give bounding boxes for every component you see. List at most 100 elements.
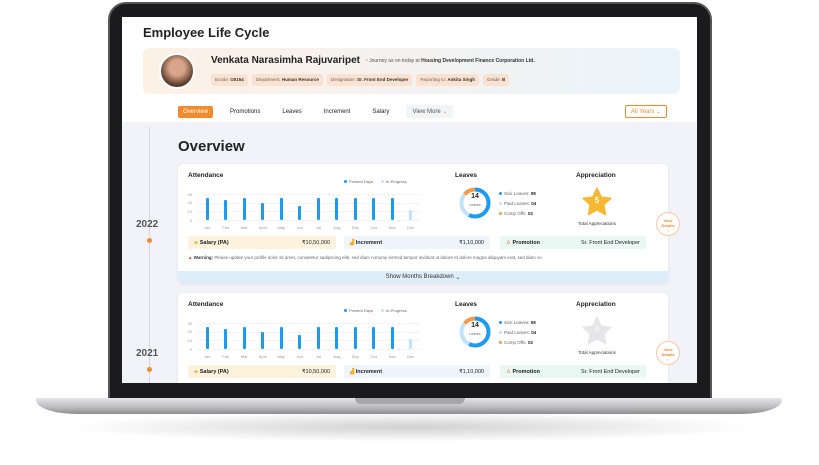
legend-present: Present Days (344, 179, 373, 184)
appreciation-count: 5 (594, 196, 600, 205)
tab-increment[interactable]: Increment (323, 108, 351, 115)
appreciation-caption: Total Appreciations (578, 350, 616, 355)
company-name: Housing Development Finance Corporation … (421, 57, 535, 64)
chip-value: B (501, 77, 506, 82)
appreciation-count: 0 (594, 325, 600, 334)
month-label: May (277, 225, 286, 230)
legend-label: In-Progress (386, 308, 407, 313)
month-label: Mar (240, 225, 248, 230)
leaves-label: Paid Leaves: (504, 330, 531, 335)
screen: Employee Life Cycle Venkata Narasimha Ra… (122, 17, 697, 383)
appreciation-caption: Total Appreciations (578, 221, 616, 226)
warning-label: Warning: (193, 255, 214, 260)
bar-feb (224, 329, 228, 349)
month-label: Sep (351, 354, 359, 359)
avatar (159, 53, 195, 89)
leaves-total: 14 (471, 322, 479, 329)
month-label: Feb (222, 225, 230, 230)
legend-label: Present Days (349, 308, 374, 313)
salary-label: Salary (PA) (199, 368, 229, 375)
bar-jan (205, 327, 209, 349)
month-label: Feb (222, 354, 230, 359)
name-row: Venkata Narasimha Rajuvaripet • Journey … (211, 55, 535, 67)
gridline (198, 331, 420, 333)
tab-promotions[interactable]: Promotions (230, 108, 261, 115)
attendance-title: Attendance (188, 301, 224, 308)
promotion-label: Promotion (512, 239, 540, 246)
month-label: Dec (407, 225, 415, 230)
increment-box: ▟ Increment ₹1,10,000 (344, 365, 490, 378)
donut-segment (459, 187, 491, 219)
bar-april (261, 331, 265, 349)
chip-value: Human Resource (281, 77, 319, 82)
view-details-label: View Details (661, 218, 675, 228)
chip-value: Sr. Front End Developer (357, 77, 409, 82)
view-details-button[interactable]: View Details › (656, 212, 680, 236)
view-more-dropdown[interactable]: View More ⌄ (406, 105, 454, 118)
year-card: Attendance Present Days In-Progress 30 20… (178, 164, 680, 283)
year-card: Attendance Present Days In-Progress 30 20… (178, 293, 680, 383)
journey-text: • Journey as on today at Housing Develop… (365, 57, 535, 64)
view-more-label: View More (412, 109, 441, 115)
chip-value: Ankita Singh (447, 77, 475, 82)
bar-jun (298, 206, 302, 220)
leaves-label: Sick Leaves: (504, 191, 530, 196)
view-details-button[interactable]: View Details › (656, 341, 680, 365)
bar-dec (409, 210, 413, 220)
month-label: Oct (370, 225, 377, 230)
tab-bar: Overview Promotions Leaves Increment Sal… (178, 105, 454, 118)
bar-nov (390, 327, 394, 349)
tab-salary[interactable]: Salary (372, 108, 390, 115)
chip-designation: Designation: Sr. Front End Developer (326, 74, 413, 86)
show-months-breakdown-button[interactable]: Show Months Breakdown ⌄ (178, 271, 668, 283)
y-tick-label: 30 (187, 191, 192, 197)
bar-may (279, 327, 283, 349)
person-up-icon: ♙ (506, 239, 511, 246)
salary-value: ₹10,50,000 (302, 239, 330, 246)
appreciation-title: Appreciation (576, 301, 616, 308)
laptop-shadow (60, 412, 760, 442)
y-tick-label: 0 (189, 217, 192, 223)
money-icon: ▰ (194, 368, 199, 375)
bar-sep (353, 327, 357, 349)
gridline (198, 211, 420, 213)
tab-leaves[interactable]: Leaves (282, 108, 302, 115)
year-label: 2022 (136, 219, 159, 230)
leaves-title: Leaves (455, 172, 478, 179)
gridline (198, 194, 420, 195)
show-months-label: Show Months Breakdown (385, 274, 454, 280)
leaves-label: Sick Leaves: (504, 320, 530, 325)
bar-may (279, 198, 283, 220)
legend-in-progress: In-Progress (381, 308, 407, 313)
bar-dec (409, 339, 413, 349)
increment-box: ▟ Increment ₹1,10,000 (344, 236, 490, 249)
person-up-icon: ♙ (506, 368, 511, 375)
profile-card: Venkata Narasimha Rajuvaripet • Journey … (143, 48, 680, 94)
attendance-chart: 30 20 10 0 Jan Feb Mar April May Jun Jul Aug Sep Oct N… (184, 190, 420, 234)
leaves-label: Comp Offs: (504, 340, 527, 345)
chip-label: Ecode: (215, 77, 230, 82)
growth-chart-icon: ▟ (350, 368, 355, 375)
leaves-unit: Leaves (469, 332, 481, 336)
leaves-legend-paid: Paid Leaves: 04 (499, 201, 536, 207)
leaves-title: Leaves (455, 301, 478, 308)
tab-overview[interactable]: Overview (178, 105, 214, 118)
y-tick-label: 20 (187, 329, 192, 335)
laptop-notch (355, 398, 465, 404)
promotion-label: Promotion (512, 368, 540, 375)
years-filter[interactable]: All Years ⌄ (625, 105, 668, 118)
gridline (198, 323, 420, 324)
profile-chips: Ecode: O0154 Department: Human Resource … (211, 74, 510, 86)
leaves-value: 04 (531, 201, 537, 206)
chip-label: Department: (255, 77, 281, 82)
bar-mar (242, 327, 246, 349)
month-label: Jun (296, 225, 303, 230)
month-label: Aug (333, 354, 341, 359)
year-label: 2021 (136, 348, 159, 359)
month-label: Dec (407, 354, 415, 359)
leaves-legend-comp: Comp Offs: 02 (499, 340, 533, 346)
legend-label: Present Days (349, 179, 374, 184)
employee-name: Venkata Narasimha Rajuvaripet (211, 55, 360, 66)
gridline (198, 220, 420, 221)
bar-oct (372, 327, 376, 349)
